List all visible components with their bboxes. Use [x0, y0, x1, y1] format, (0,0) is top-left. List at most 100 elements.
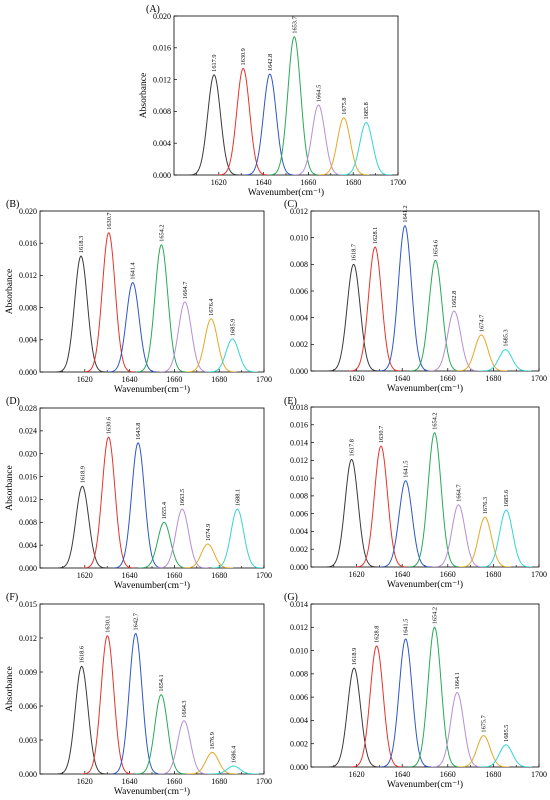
x-axis-title: Wavenumber(cm⁻¹): [114, 384, 190, 395]
x-tick-label: 1700: [256, 777, 272, 786]
peak-label: 1685.6: [503, 490, 510, 507]
y-tick-label: 0.006: [290, 509, 308, 518]
peak-curve: [211, 508, 263, 568]
y-tick-label: 0.015: [19, 600, 37, 609]
peak-curve: [268, 36, 320, 175]
y-tick-label: 0.020: [19, 207, 37, 216]
peak-curve: [354, 445, 407, 567]
peak-label: 1642.8: [267, 54, 274, 71]
y-tick-label: 0.000: [19, 368, 37, 377]
peak-curve: [156, 508, 208, 568]
chart-panel-3: (C) 1620 1640 1660 1680 1700 0.000 0.002 0.004 0.…: [284, 199, 547, 394]
plot-frame: [39, 407, 265, 569]
y-axis-title: Absorbance: [5, 269, 15, 314]
y-tick-label: 0.012: [290, 623, 308, 632]
y-tick-label: 0.010: [290, 646, 308, 655]
peak-curve: [457, 735, 510, 767]
y-tick-label: 0.006: [19, 702, 37, 711]
peak-curve: [244, 73, 296, 175]
peak-label: 1642.7: [133, 613, 140, 630]
x-tick-label: 1680: [485, 570, 501, 579]
peak-label: 1630.7: [106, 212, 113, 229]
x-tick-label: 1620: [77, 571, 93, 580]
peak-label: 1630.1: [104, 615, 111, 632]
peak-curve: [182, 543, 234, 568]
y-tick-label: 0.024: [19, 427, 37, 436]
y-tick-label: 0.012: [19, 634, 37, 643]
x-tick-label: 1640: [256, 178, 272, 187]
x-tick-label: 1620: [211, 178, 227, 187]
y-tick-label: 0.000: [290, 563, 308, 572]
peak-label: 1618.3: [78, 236, 85, 253]
peak-curve: [479, 349, 532, 371]
x-tick-label: 1640: [122, 375, 138, 384]
y-axis-title: Absorbance: [5, 465, 15, 510]
peak-curve: [455, 334, 508, 371]
peak-label: 1653.7: [291, 16, 298, 33]
peak-label: 1654.2: [432, 412, 439, 429]
chart-panel-5: (E) 1620 1640 1660 1680 1700 0.000 0.002 0.004 0.…: [284, 396, 547, 590]
y-tick-label: 0.000: [290, 367, 308, 376]
peak-curve: [480, 509, 533, 567]
peak-label: 1676.3: [482, 497, 489, 514]
peak-curve: [479, 744, 532, 767]
panel-label: (E): [284, 396, 297, 407]
x-tick-label: 1660: [440, 374, 456, 383]
peak-curve: [318, 117, 370, 175]
x-tick-label: 1680: [211, 375, 227, 384]
x-tick-label: 1640: [122, 571, 138, 580]
panel-label: (D): [6, 396, 20, 407]
peak-curve: [83, 232, 135, 372]
chart-panel-6: (F) 1620 1640 1660 1680 1700 0.000 0.003 0.006 0.…: [5, 592, 272, 797]
peak-curve: [55, 255, 107, 372]
peak-curve: [82, 436, 134, 568]
peak-curve: [159, 301, 211, 372]
y-tick-label: 0.014: [290, 600, 308, 609]
peak-label: 1617.9: [211, 55, 218, 72]
peak-curve: [379, 638, 432, 767]
y-tick-label: 0.000: [290, 763, 308, 772]
peak-label: 1618.6: [79, 646, 86, 663]
peak-curve: [325, 458, 378, 567]
peak-label: 1641.5: [403, 619, 410, 636]
peak-label: 1663.5: [179, 489, 186, 506]
y-tick-label: 0.008: [290, 670, 308, 679]
y-tick-label: 0.010: [290, 474, 308, 483]
y-tick-label: 0.004: [19, 541, 37, 550]
peak-curve: [188, 74, 240, 175]
peak-label: 1674.7: [478, 315, 485, 332]
y-tick-label: 0.002: [290, 340, 308, 349]
peak-label: 1688.1: [234, 489, 241, 506]
y-tick-label: 0.006: [290, 287, 308, 296]
x-tick-label: 1660: [166, 571, 182, 580]
peak-curve: [217, 68, 269, 175]
peak-label: 1628.8: [374, 626, 381, 643]
y-tick-label: 0.004: [290, 716, 308, 725]
peak-curve: [379, 480, 432, 567]
y-tick-label: 0.012: [153, 75, 171, 84]
peak-label: 1676.4: [208, 298, 215, 316]
y-tick-label: 0.009: [19, 668, 37, 677]
peak-curve: [185, 318, 237, 372]
peak-curve: [458, 516, 511, 567]
peak-label: 1618.9: [351, 648, 358, 665]
y-axis-title: Absorbance: [5, 666, 15, 711]
y-tick-label: 0.020: [153, 12, 171, 21]
x-tick-label: 1640: [394, 374, 410, 383]
chart-panel-1: (A) 1620 1640 1660 1680 1700 0.000 0.004 0.008 0.…: [139, 4, 406, 198]
x-axis-title: Wavenumber(cm⁻¹): [387, 383, 463, 394]
peak-label: 1654.2: [158, 224, 165, 241]
panel-label: (G): [284, 592, 298, 603]
peak-label: 1630.9: [240, 48, 247, 65]
y-tick-label: 0.002: [290, 545, 308, 554]
x-tick-label: 1640: [122, 777, 138, 786]
peak-label: 1675.7: [481, 715, 488, 732]
peak-label: 1641.5: [403, 460, 410, 477]
y-tick-label: 0.012: [19, 495, 37, 504]
peak-curve: [432, 504, 485, 567]
x-tick-label: 1680: [485, 770, 501, 779]
y-tick-label: 0.000: [153, 171, 171, 180]
peak-label: 1674.9: [205, 524, 212, 541]
peak-label: 1618.9: [79, 466, 86, 483]
